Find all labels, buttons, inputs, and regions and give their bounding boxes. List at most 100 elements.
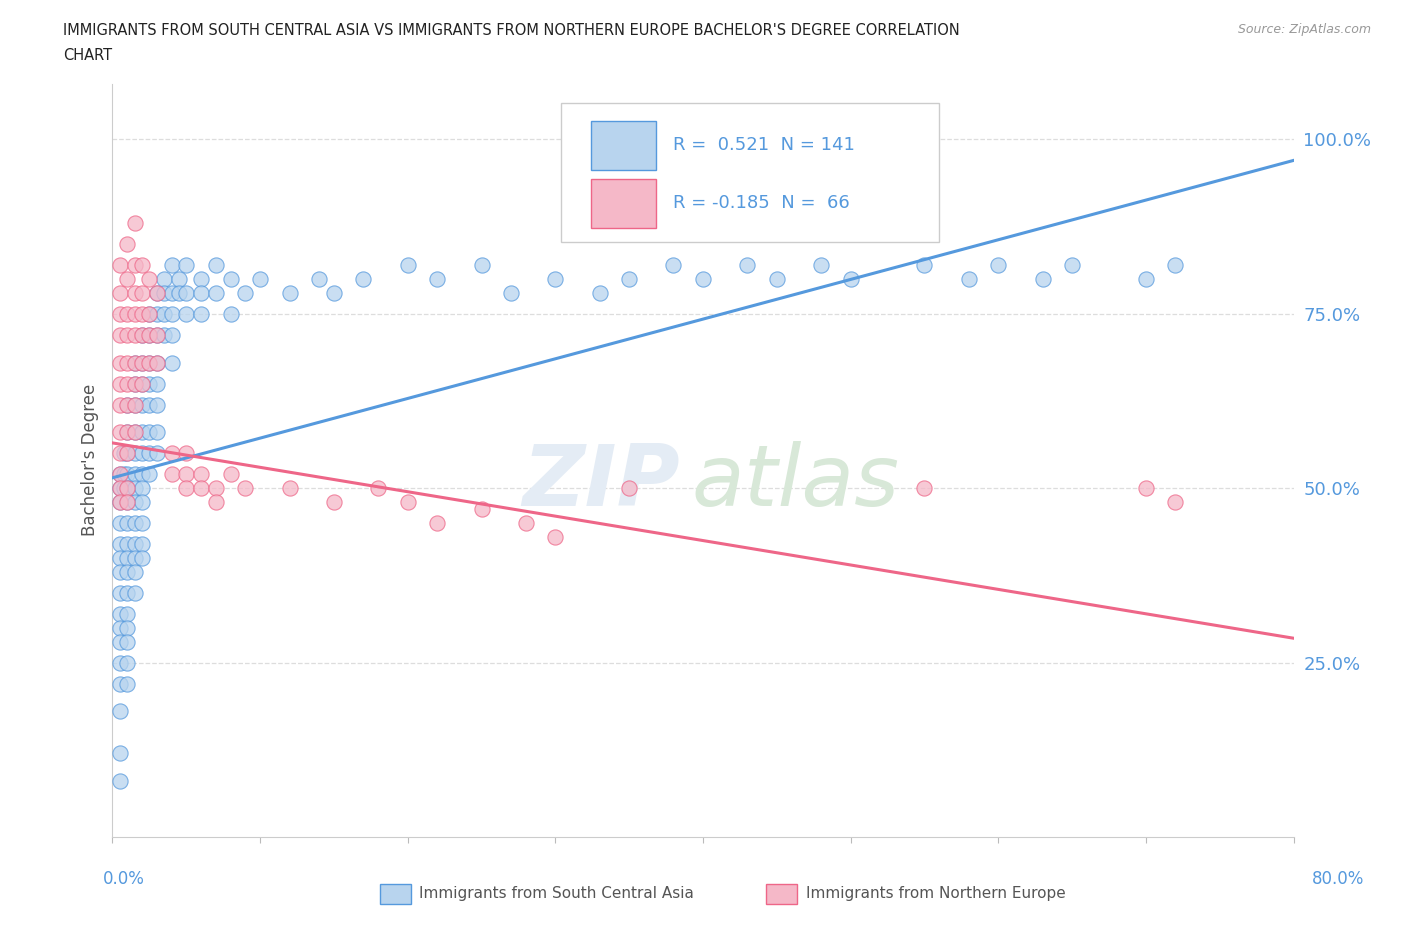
Point xyxy=(352,272,374,286)
Point xyxy=(233,481,256,496)
Point xyxy=(108,606,131,621)
Point xyxy=(124,565,146,579)
Point xyxy=(138,327,160,342)
Point xyxy=(131,537,153,551)
Point xyxy=(174,445,197,460)
Point xyxy=(117,495,138,510)
Point xyxy=(146,307,169,322)
Point xyxy=(131,376,153,391)
Text: 80.0%: 80.0% xyxy=(1312,870,1365,887)
Point xyxy=(108,467,131,482)
Point xyxy=(131,481,153,496)
Point xyxy=(138,355,160,370)
Point xyxy=(108,676,131,691)
Point xyxy=(117,425,138,440)
Point xyxy=(124,258,146,272)
FancyBboxPatch shape xyxy=(591,122,655,170)
Point xyxy=(108,634,131,649)
Point xyxy=(153,272,176,286)
Point xyxy=(124,307,146,322)
Point xyxy=(108,620,131,635)
Point xyxy=(190,286,212,300)
Point xyxy=(323,495,346,510)
Point xyxy=(117,656,138,671)
Point xyxy=(108,355,131,370)
Point xyxy=(112,445,135,460)
Point xyxy=(153,327,176,342)
Point xyxy=(146,445,169,460)
Point xyxy=(131,397,153,412)
Point xyxy=(160,286,183,300)
Point xyxy=(839,272,862,286)
Point xyxy=(619,481,641,496)
Point xyxy=(138,307,160,322)
Point xyxy=(278,286,301,300)
Point xyxy=(124,515,146,530)
Point xyxy=(205,481,228,496)
Point xyxy=(190,481,212,496)
Point xyxy=(131,551,153,565)
Point xyxy=(323,286,346,300)
Point xyxy=(108,286,131,300)
Point xyxy=(160,355,183,370)
Point xyxy=(117,481,138,496)
Point xyxy=(108,774,131,789)
Point xyxy=(124,495,146,510)
Point xyxy=(160,307,183,322)
Point xyxy=(219,272,242,286)
Point xyxy=(987,258,1010,272)
Point xyxy=(249,272,271,286)
Point xyxy=(117,376,138,391)
Point xyxy=(124,425,146,440)
Point xyxy=(108,467,131,482)
Point xyxy=(131,355,153,370)
Text: IMMIGRANTS FROM SOUTH CENTRAL ASIA VS IMMIGRANTS FROM NORTHERN EUROPE BACHELOR'S: IMMIGRANTS FROM SOUTH CENTRAL ASIA VS IM… xyxy=(63,23,960,38)
Point xyxy=(914,481,936,496)
Point xyxy=(117,445,138,460)
Point xyxy=(124,286,146,300)
Text: atlas: atlas xyxy=(692,442,900,525)
Point xyxy=(146,355,169,370)
Point xyxy=(131,355,153,370)
Point xyxy=(146,376,169,391)
Point xyxy=(160,467,183,482)
Point xyxy=(138,467,160,482)
Point xyxy=(174,481,197,496)
Point xyxy=(138,355,160,370)
Point xyxy=(108,746,131,761)
Point xyxy=(470,258,494,272)
Point xyxy=(515,515,537,530)
Point xyxy=(1032,272,1054,286)
Point xyxy=(117,495,138,510)
Point xyxy=(174,258,197,272)
Point xyxy=(138,307,160,322)
Point xyxy=(737,258,759,272)
Point xyxy=(108,704,131,719)
Point xyxy=(108,445,131,460)
Point xyxy=(160,258,183,272)
Point xyxy=(131,327,153,342)
Point xyxy=(396,258,419,272)
Point xyxy=(174,307,197,322)
Point xyxy=(810,258,832,272)
Point xyxy=(117,551,138,565)
Point xyxy=(124,425,146,440)
Point xyxy=(108,551,131,565)
FancyBboxPatch shape xyxy=(591,179,655,229)
Text: 0.0%: 0.0% xyxy=(103,870,145,887)
Point xyxy=(1135,272,1157,286)
Point xyxy=(1062,258,1084,272)
Point xyxy=(160,327,183,342)
Point xyxy=(146,355,169,370)
Point xyxy=(108,495,131,510)
Point xyxy=(108,258,131,272)
Point xyxy=(124,397,146,412)
Point xyxy=(146,327,169,342)
Point xyxy=(426,272,449,286)
Point xyxy=(470,502,494,517)
Point xyxy=(108,376,131,391)
Point xyxy=(167,272,190,286)
Point xyxy=(124,551,146,565)
Point xyxy=(1164,495,1187,510)
Point xyxy=(124,397,146,412)
